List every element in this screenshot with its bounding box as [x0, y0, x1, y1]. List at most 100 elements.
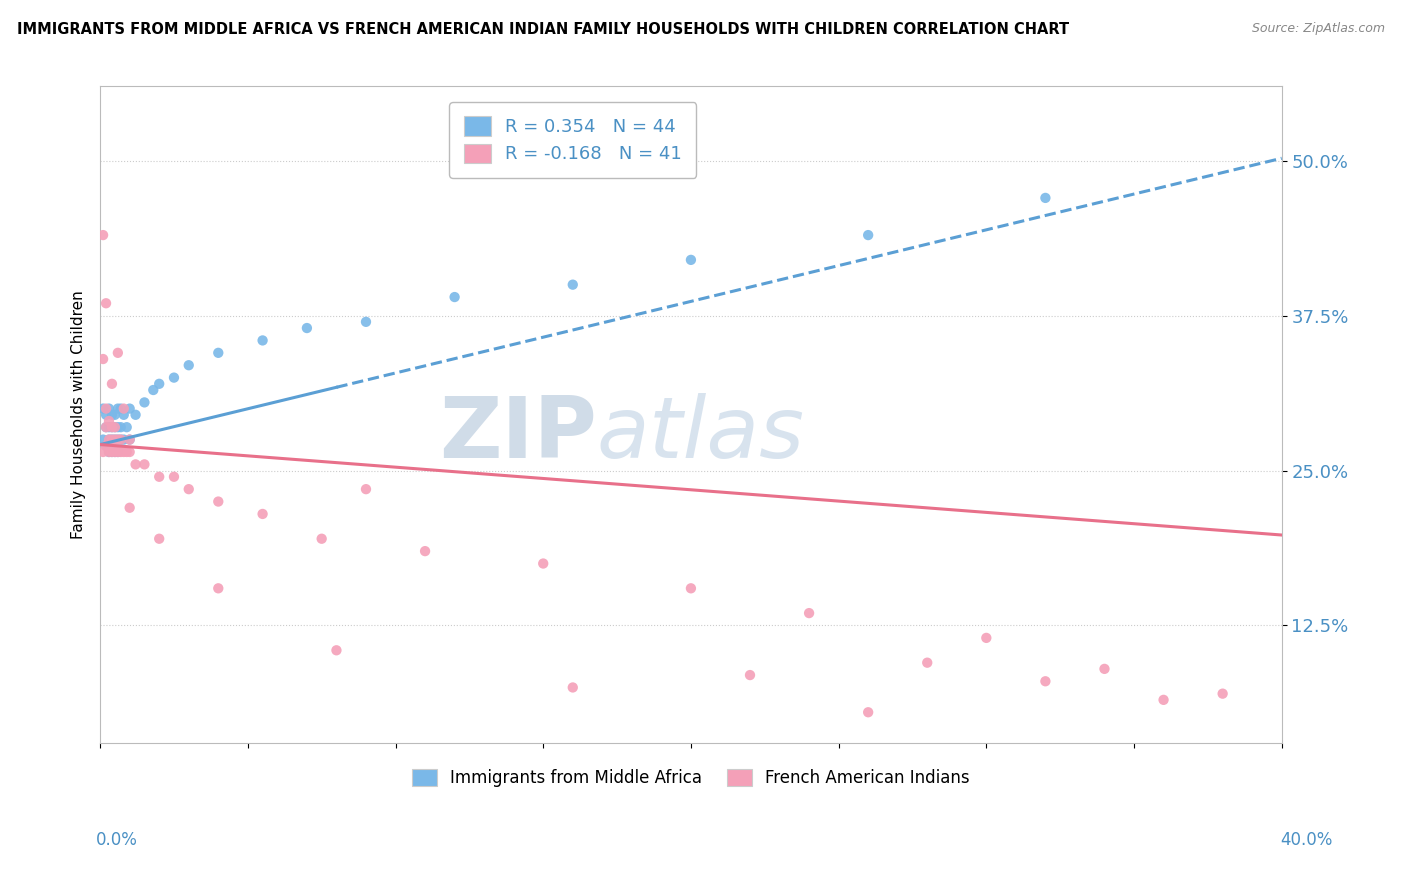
Point — [98, 433, 121, 447]
Point — [107, 420, 129, 434]
Point — [134, 458, 156, 472]
Point — [107, 401, 129, 416]
Point — [101, 433, 124, 447]
Point — [104, 445, 127, 459]
Point — [1153, 693, 1175, 707]
Point — [101, 445, 124, 459]
Point — [134, 395, 156, 409]
Point — [101, 420, 124, 434]
Point — [148, 532, 170, 546]
Point — [311, 532, 333, 546]
Point — [91, 433, 114, 447]
Point — [112, 433, 135, 447]
Point — [118, 500, 141, 515]
Point — [561, 277, 583, 292]
Point — [98, 445, 121, 459]
Text: atlas: atlas — [596, 393, 804, 476]
Text: ZIP: ZIP — [439, 393, 596, 476]
Point — [295, 321, 318, 335]
Point — [207, 346, 229, 360]
Point — [112, 408, 135, 422]
Text: IMMIGRANTS FROM MIDDLE AFRICA VS FRENCH AMERICAN INDIAN FAMILY HOUSEHOLDS WITH C: IMMIGRANTS FROM MIDDLE AFRICA VS FRENCH … — [17, 22, 1069, 37]
Point — [110, 445, 132, 459]
Point — [112, 445, 135, 459]
Point — [531, 557, 554, 571]
Point — [94, 296, 117, 310]
Point — [104, 445, 127, 459]
Point — [107, 346, 129, 360]
Point — [679, 582, 702, 596]
Point — [98, 445, 121, 459]
Text: Source: ZipAtlas.com: Source: ZipAtlas.com — [1251, 22, 1385, 36]
Point — [252, 507, 274, 521]
Point — [1212, 687, 1234, 701]
Point — [124, 458, 146, 472]
Point — [124, 408, 146, 422]
Point — [163, 469, 186, 483]
Point — [104, 408, 127, 422]
Text: 40.0%: 40.0% — [1281, 831, 1333, 849]
Point — [104, 433, 127, 447]
Point — [1035, 191, 1057, 205]
Point — [354, 315, 377, 329]
Point — [91, 228, 114, 243]
Point — [98, 414, 121, 428]
Point — [98, 401, 121, 416]
Point — [738, 668, 761, 682]
Point — [148, 469, 170, 483]
Point — [107, 445, 129, 459]
Point — [104, 433, 127, 447]
Point — [177, 482, 200, 496]
Point — [98, 420, 121, 434]
Point — [118, 445, 141, 459]
Point — [101, 408, 124, 422]
Point — [1035, 674, 1057, 689]
Y-axis label: Family Households with Children: Family Households with Children — [72, 291, 86, 539]
Point — [104, 420, 127, 434]
Point — [118, 401, 141, 416]
Point — [98, 433, 121, 447]
Point — [94, 401, 117, 416]
Point — [142, 383, 165, 397]
Point — [110, 433, 132, 447]
Point — [252, 334, 274, 348]
Point — [94, 439, 117, 453]
Text: 0.0%: 0.0% — [96, 831, 138, 849]
Point — [104, 420, 127, 434]
Point — [107, 433, 129, 447]
Point — [856, 705, 879, 719]
Point — [91, 401, 114, 416]
Point — [561, 681, 583, 695]
Point — [177, 358, 200, 372]
Point — [115, 445, 138, 459]
Point — [101, 445, 124, 459]
Point — [91, 445, 114, 459]
Point — [354, 482, 377, 496]
Point — [163, 370, 186, 384]
Point — [94, 439, 117, 453]
Legend: Immigrants from Middle Africa, French American Indians: Immigrants from Middle Africa, French Am… — [405, 763, 977, 794]
Point — [118, 433, 141, 447]
Point — [413, 544, 436, 558]
Point — [94, 408, 117, 422]
Point — [856, 228, 879, 243]
Point — [101, 376, 124, 391]
Point — [915, 656, 938, 670]
Point — [91, 351, 114, 366]
Point — [94, 420, 117, 434]
Point — [115, 420, 138, 434]
Point — [207, 582, 229, 596]
Point — [110, 420, 132, 434]
Point — [1094, 662, 1116, 676]
Point — [110, 401, 132, 416]
Point — [107, 433, 129, 447]
Point — [976, 631, 998, 645]
Point — [443, 290, 465, 304]
Point — [325, 643, 347, 657]
Point — [101, 420, 124, 434]
Point — [207, 494, 229, 508]
Point — [94, 420, 117, 434]
Point — [118, 433, 141, 447]
Point — [148, 376, 170, 391]
Point — [107, 445, 129, 459]
